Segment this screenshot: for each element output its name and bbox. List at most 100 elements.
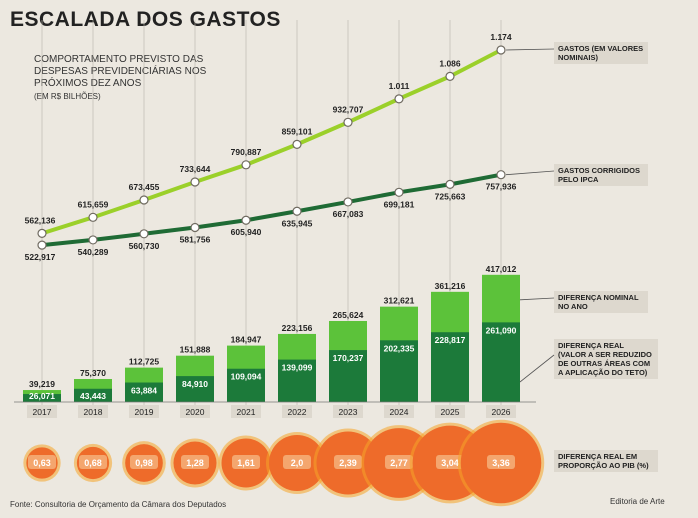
bubble-label-2023: 2,39 (339, 458, 357, 468)
year-label-2018: 2018 (84, 407, 103, 417)
bubble-tag-2018 (79, 455, 107, 469)
nominal-point-2025 (445, 71, 455, 81)
bubble-label-2021: 1,61 (237, 458, 255, 468)
legend-ipca-line: GASTOS CORRIGIDOS PELO IPCA (554, 164, 648, 186)
year-label-2021: 2021 (237, 407, 256, 417)
real-bar-label-2026: 261,090 (486, 325, 517, 335)
year-tag-bg-2023 (333, 405, 363, 418)
bubble-tag-2024 (385, 455, 413, 469)
legend-real-diff: DIFERENÇA REAL (VALOR A SER REDUZIDO DE … (554, 339, 658, 379)
leader-nominal (505, 48, 555, 51)
leader-real-diff (519, 354, 555, 383)
nominal-point-2018 (88, 212, 98, 222)
ipca-point-2022 (292, 206, 302, 216)
ipca-point-2026 (496, 170, 506, 180)
bubble-label-2020: 1,28 (186, 458, 204, 468)
real-bar-2026 (482, 322, 520, 402)
nominal-label-2025: 1.086 (439, 58, 461, 68)
year-tag-bg-2026 (486, 405, 516, 418)
real-bar-2021 (227, 368, 265, 402)
nominal-bar-label-2026: 417,012 (486, 264, 517, 274)
year-tag-bg-2021 (231, 405, 261, 418)
ipca-label-2025: 725,663 (435, 191, 466, 201)
bubble-label-2022: 2,0 (291, 458, 304, 468)
ipca-point-2024 (394, 187, 404, 197)
real-bar-label-2021: 109,094 (231, 372, 262, 382)
nominal-bar-label-2022: 223,156 (282, 323, 313, 333)
source-note: Fonte: Consultoria de Orçamento da Câmar… (10, 500, 227, 509)
ipca-point-2018 (88, 235, 98, 245)
nominal-bar-label-2018: 75,370 (80, 368, 106, 378)
nominal-label-2019: 673,455 (129, 182, 160, 192)
bubble-label-2025: 3,04 (441, 458, 459, 468)
year-label-2017: 2017 (33, 407, 52, 417)
bubble-tag-2022 (283, 455, 311, 469)
real-bar-label-2019: 63,884 (131, 386, 157, 396)
year-tag-bg-2019 (129, 405, 159, 418)
real-bar-2019 (125, 382, 163, 402)
nominal-point-2021 (241, 160, 251, 170)
ipca-point-2023 (343, 197, 353, 207)
nominal-label-2017: 562,136 (25, 215, 56, 225)
ipca-label-2024: 699,181 (384, 199, 415, 209)
bubble-label-2026: 3,36 (492, 458, 510, 468)
nominal-label-2021: 790,887 (231, 147, 262, 157)
bubble-label-2017: 0,63 (33, 458, 51, 468)
nominal-label-2020: 733,644 (180, 164, 211, 174)
year-tag-bg-2017 (27, 405, 57, 418)
chart-subtitle: COMPORTAMENTO PREVISTO DAS DESPESAS PREV… (34, 54, 207, 89)
credit-note: Editoria de Arte (610, 497, 665, 506)
nominal-bar-label-2023: 265,624 (333, 310, 364, 320)
nominal-point-2019 (139, 195, 149, 205)
year-label-2023: 2023 (339, 407, 358, 417)
bubble-tag-2026 (487, 455, 515, 469)
nominal-point-2017 (37, 228, 47, 238)
real-bar-label-2017: 26,071 (29, 391, 55, 401)
year-label-2024: 2024 (390, 407, 409, 417)
year-tag-bg-2018 (78, 405, 108, 418)
bubble-label-2018: 0,68 (84, 458, 102, 468)
year-label-2025: 2025 (441, 407, 460, 417)
nominal-point-2022 (292, 139, 302, 149)
year-label-2022: 2022 (288, 407, 307, 417)
bubble-label-2019: 0,98 (135, 458, 153, 468)
ipca-point-2020 (190, 222, 200, 233)
bubble-tag-2025 (436, 455, 464, 469)
ipca-label-2021: 605,940 (231, 227, 262, 237)
nominal-label-2024: 1.011 (389, 81, 410, 91)
bubble-tag-2021 (232, 455, 260, 469)
year-label-2020: 2020 (186, 407, 205, 417)
year-label-2019: 2019 (135, 407, 154, 417)
real-bar-label-2025: 228,817 (435, 335, 466, 345)
bubble-tag-2019 (130, 455, 158, 469)
nominal-bar-label-2021: 184,947 (231, 335, 262, 345)
real-bar-label-2018: 43,443 (80, 391, 106, 401)
leader-ipca (505, 170, 555, 176)
nominal-bar-label-2025: 361,216 (435, 281, 466, 291)
real-bar-2024 (380, 340, 418, 402)
real-bar-label-2024: 202,335 (384, 343, 415, 353)
ipca-label-2020: 581,756 (180, 234, 211, 244)
nominal-point-2020 (190, 177, 200, 187)
ipca-point-2025 (445, 179, 455, 189)
nominal-label-2023: 932,707 (333, 104, 364, 114)
real-bar-label-2020: 84,910 (182, 379, 208, 389)
legend-nominal-line: GASTOS (EM VALORES NOMINAIS) (554, 42, 648, 64)
bubble-tag-2023 (334, 455, 362, 469)
real-bar-2017 (23, 394, 61, 402)
year-tag-bg-2024 (384, 405, 414, 418)
ipca-label-2019: 560,730 (129, 241, 160, 251)
ipca-label-2026: 757,936 (486, 182, 517, 192)
year-label-2026: 2026 (492, 407, 511, 417)
ipca-label-2022: 635,945 (282, 218, 313, 228)
leader-nominal-diff (519, 297, 555, 301)
nominal-label-2018: 615,659 (78, 199, 109, 209)
nominal-bar-label-2024: 312,621 (384, 296, 415, 306)
real-bar-2022 (278, 359, 316, 402)
year-tag-bg-2020 (180, 405, 210, 418)
year-tag-bg-2022 (282, 405, 312, 418)
nominal-label-2026: 1.174 (490, 32, 512, 42)
unit-label: (EM R$ BILHÕES) (34, 92, 101, 101)
nominal-point-2023 (343, 117, 353, 127)
